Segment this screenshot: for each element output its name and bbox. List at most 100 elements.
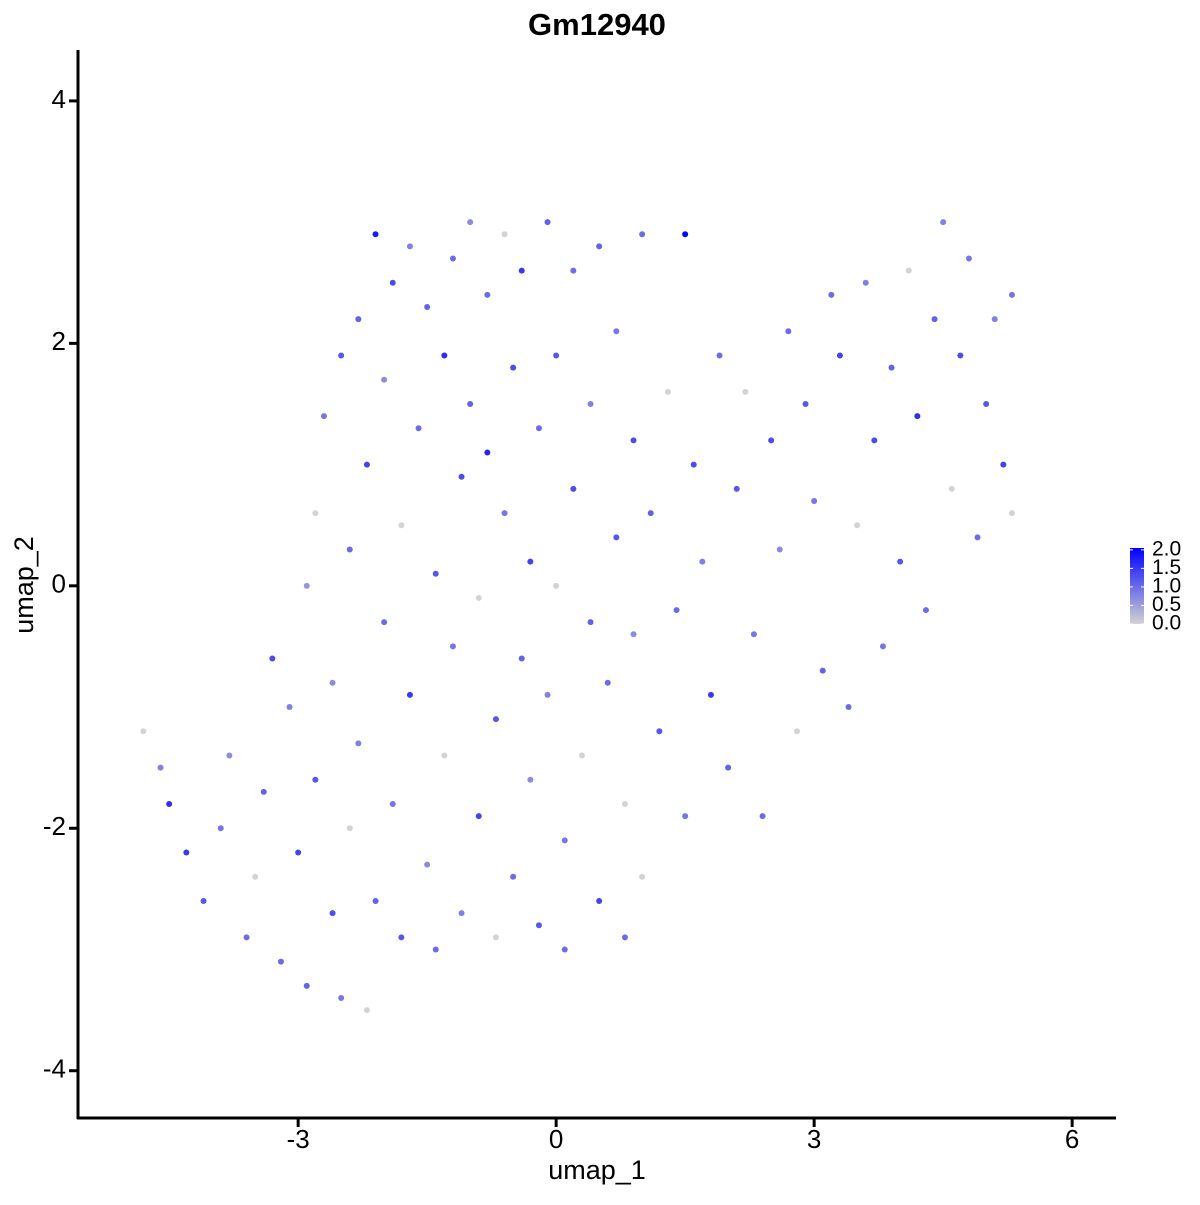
point: [432, 946, 439, 953]
point: [596, 898, 603, 905]
point: [879, 643, 886, 650]
point: [406, 691, 413, 698]
point: [733, 485, 740, 492]
point: [793, 728, 800, 735]
point: [535, 922, 542, 929]
point: [260, 788, 267, 795]
point: [475, 813, 482, 820]
point: [406, 243, 413, 250]
point: [630, 631, 637, 638]
point: [269, 655, 276, 662]
point: [768, 437, 775, 444]
point: [1008, 291, 1015, 298]
point: [716, 352, 723, 359]
point: [759, 813, 766, 820]
point: [329, 910, 336, 917]
point: [441, 752, 448, 759]
colorbar: [1130, 548, 1144, 624]
point: [518, 267, 525, 274]
point: [467, 400, 474, 407]
point: [355, 316, 362, 323]
point: [355, 740, 362, 747]
point: [329, 679, 336, 686]
point: [725, 764, 732, 771]
point: [424, 861, 431, 868]
point: [544, 219, 551, 226]
point: [965, 255, 972, 262]
point: [957, 352, 964, 359]
point: [561, 837, 568, 844]
point: [157, 764, 164, 771]
point: [578, 752, 585, 759]
y-tick-label: 2: [52, 326, 66, 356]
point: [252, 873, 259, 880]
point: [931, 316, 938, 323]
point: [363, 461, 370, 468]
point: [922, 607, 929, 614]
point: [940, 219, 947, 226]
point: [604, 679, 611, 686]
point: [372, 231, 379, 238]
point: [630, 437, 637, 444]
point: [974, 534, 981, 541]
point: [424, 303, 431, 310]
chart-title: Gm12940: [528, 7, 666, 42]
point: [277, 958, 284, 965]
point: [682, 231, 689, 238]
point: [690, 461, 697, 468]
point: [983, 400, 990, 407]
point: [458, 473, 465, 480]
point: [346, 825, 353, 832]
point: [905, 267, 912, 274]
point: [226, 752, 233, 759]
point: [441, 352, 448, 359]
point: [1008, 510, 1015, 517]
y-tick-label: -2: [43, 811, 66, 841]
point: [484, 291, 491, 298]
point: [854, 522, 861, 529]
point: [673, 607, 680, 614]
point: [836, 352, 843, 359]
point: [527, 776, 534, 783]
colorbar-label: 0.0: [1152, 612, 1181, 635]
point: [647, 510, 654, 517]
point: [553, 352, 560, 359]
point: [389, 279, 396, 286]
point: [656, 728, 663, 735]
y-tick-label: -4: [43, 1054, 66, 1084]
point: [553, 582, 560, 589]
point: [613, 328, 620, 335]
point: [802, 400, 809, 407]
point: [811, 497, 818, 504]
colorbar-label: 1.0: [1152, 574, 1181, 597]
point: [286, 704, 293, 711]
point: [243, 934, 250, 941]
point: [389, 801, 396, 808]
x-axis-label: umap_1: [548, 1155, 646, 1185]
point: [501, 231, 508, 238]
point: [587, 400, 594, 407]
colorbar-label: 2.0: [1152, 537, 1181, 560]
point: [699, 558, 706, 565]
y-tick-label: 4: [52, 84, 66, 114]
point: [295, 849, 302, 856]
point: [398, 934, 405, 941]
point: [320, 413, 327, 420]
point: [544, 691, 551, 698]
point: [432, 570, 439, 577]
x-tick-label: -3: [287, 1124, 310, 1154]
point: [1000, 461, 1007, 468]
point: [510, 364, 517, 371]
point: [527, 558, 534, 565]
point: [750, 631, 757, 638]
point: [518, 655, 525, 662]
point: [338, 352, 345, 359]
point: [415, 425, 422, 432]
point: [596, 243, 603, 250]
point: [200, 898, 207, 905]
point: [776, 546, 783, 553]
point: [166, 801, 173, 808]
point: [570, 267, 577, 274]
